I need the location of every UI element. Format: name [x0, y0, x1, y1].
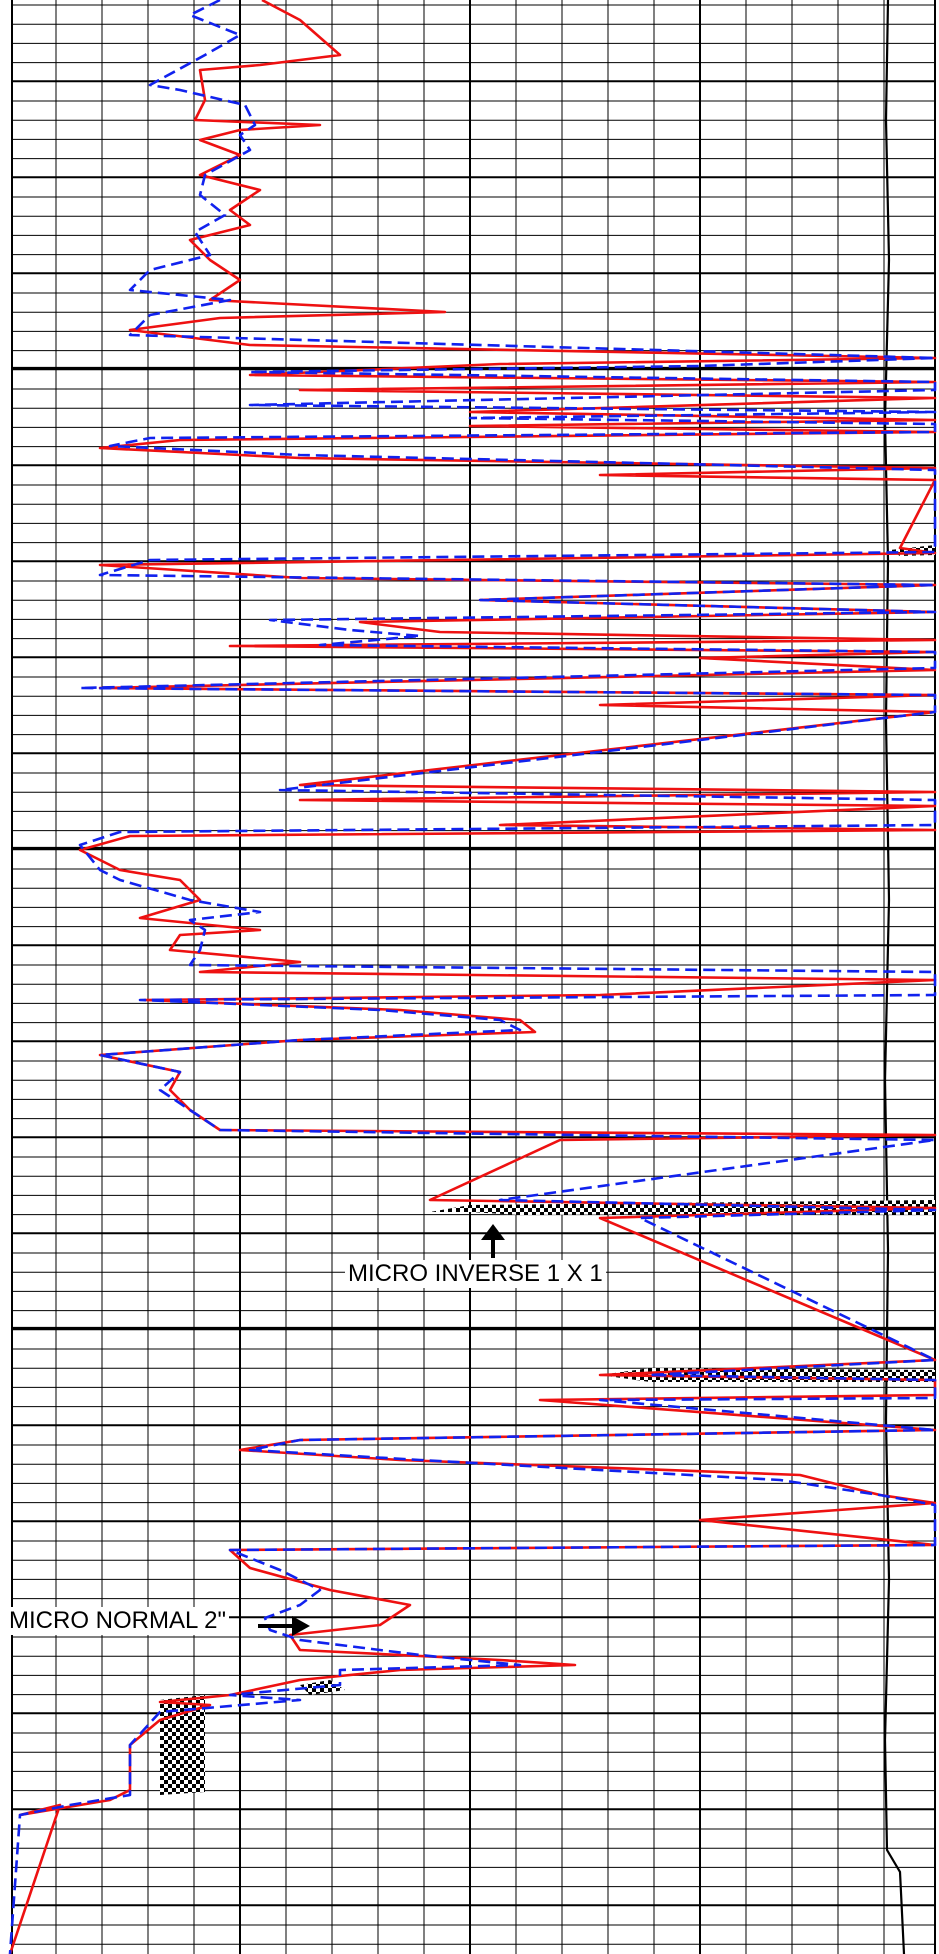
series-line-micro-normal-2	[8, 0, 937, 1954]
annotation-micro-inverse: MICRO INVERSE 1 X 1	[345, 1260, 606, 1288]
series-lines	[8, 0, 937, 1954]
arrow-up-head	[481, 1224, 505, 1240]
separation-fills	[160, 545, 935, 1795]
arrow-right-head	[292, 1616, 310, 1636]
annotation-micro-normal: MICRO NORMAL 2"	[6, 1607, 229, 1635]
reference-trace	[883, 0, 906, 1954]
annotation-arrows	[258, 1224, 505, 1636]
fill-lower-left	[160, 1695, 205, 1795]
